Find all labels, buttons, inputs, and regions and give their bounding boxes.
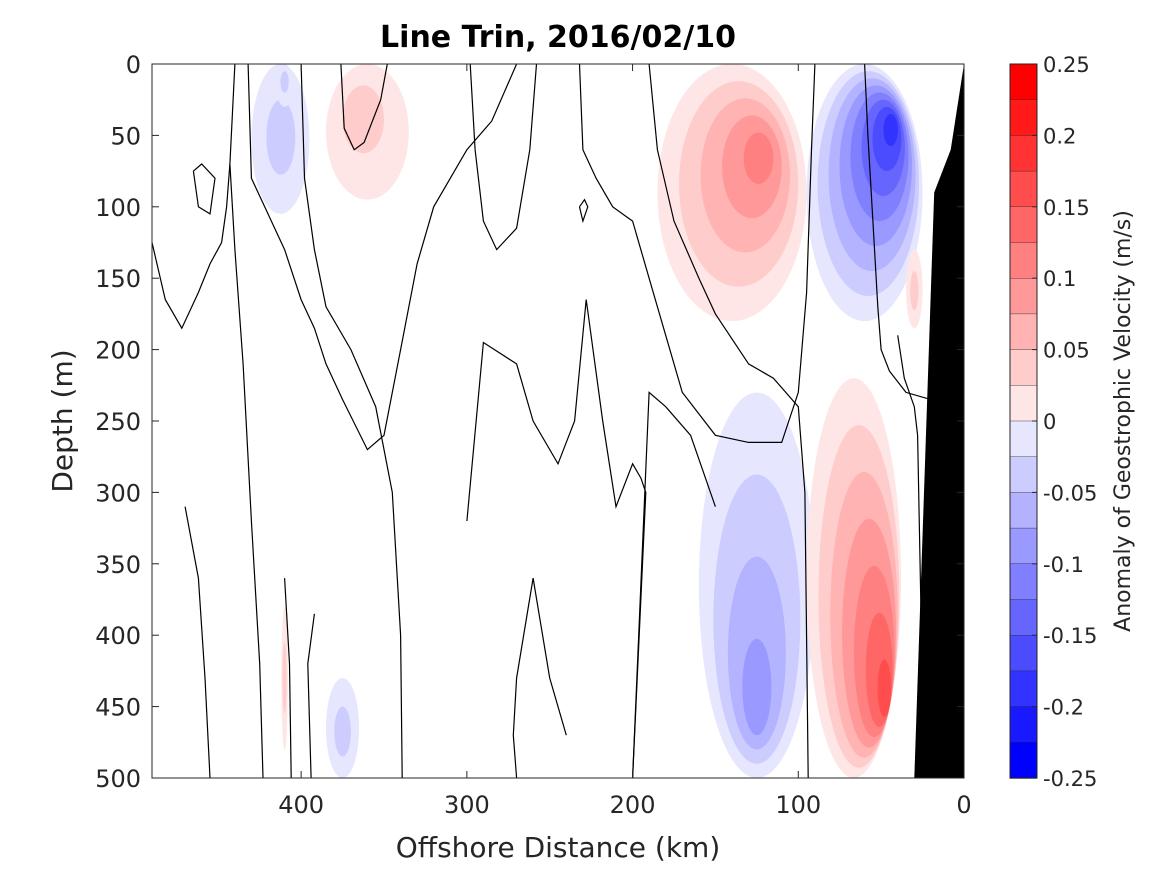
- zero-contour-line: [300, 64, 403, 778]
- colorbar-block: [1009, 420, 1038, 458]
- x-tick-label: 100: [775, 791, 821, 819]
- anomaly-band: [266, 99, 296, 175]
- y-axis-label: Depth (m): [46, 349, 79, 492]
- x-axis-label: Offshore Distance (km): [396, 831, 721, 864]
- zero-contour-line: [229, 163, 264, 778]
- bathymetry: [914, 64, 964, 778]
- y-tick-label: 100: [95, 194, 141, 222]
- x-tick-label: 400: [278, 791, 324, 819]
- y-tick-label: 250: [95, 408, 141, 436]
- zero-contour-line: [578, 198, 589, 224]
- y-tick-label: 150: [95, 265, 141, 293]
- colorbar-block: [1009, 635, 1038, 672]
- zero-contour-line: [152, 64, 236, 330]
- colorbar-label: Anomaly of Geostrophic Velocity (m/s): [1111, 210, 1136, 632]
- colorbar: 0.25 0.2 0.15 0.1 0.05 0 -0.05 -0.1 -0.15 -0.2 -0.…: [1009, 53, 1136, 791]
- colorbar-tick-label: 0.25: [1043, 53, 1090, 77]
- colorbar-block: [1009, 456, 1038, 494]
- zero-contour-line: [512, 578, 567, 778]
- zero-contour-line: [864, 64, 932, 401]
- colorbar-tick-label: 0.1: [1043, 267, 1076, 291]
- colorbar-block: [1009, 385, 1038, 422]
- positive-anomaly-3: [806, 378, 902, 778]
- colorbar-block: [1009, 670, 1038, 708]
- zero-contour-line: [307, 613, 315, 778]
- zero-contour-line: [897, 335, 925, 778]
- zero-contour-line: [247, 64, 518, 451]
- y-tick-label: 500: [95, 765, 141, 793]
- colorbar-block: [1009, 527, 1038, 565]
- y-tick-label: 350: [95, 551, 141, 579]
- positive-anomaly-1: [657, 64, 807, 322]
- anomaly-band: [877, 659, 892, 717]
- x-tick-label: 300: [444, 791, 490, 819]
- y-tick-label: 50: [110, 122, 141, 150]
- chart-title: Line Trin, 2016/02/10: [380, 20, 736, 55]
- zero-contour-line: [466, 299, 647, 778]
- negative-anomaly-8: [326, 678, 360, 778]
- negative-anomaly-6: [276, 64, 293, 107]
- positive-anomaly-7: [281, 606, 288, 750]
- colorbar-block: [1009, 313, 1038, 351]
- colorbar-block: [1009, 170, 1038, 208]
- anomaly-band: [342, 85, 384, 154]
- anomaly-band: [883, 113, 898, 147]
- y-tick-label: 400: [95, 622, 141, 650]
- colorbar-tick-label: 0: [1043, 410, 1056, 434]
- anomaly-band: [282, 642, 287, 714]
- x-tick-label: 200: [610, 791, 656, 819]
- zero-contour-line: [469, 64, 538, 251]
- anomaly-band: [742, 638, 772, 736]
- anomaly-band: [334, 706, 351, 757]
- colorbar-block: [1009, 742, 1038, 779]
- negative-anomaly-4: [251, 64, 310, 214]
- colorbar-block: [1009, 706, 1038, 743]
- zero-contour-line: [192, 163, 216, 215]
- colorbar-block: [1009, 599, 1038, 636]
- colorbar-block: [1009, 242, 1038, 279]
- zero-contour-line: [184, 506, 211, 778]
- positive-anomaly-5: [326, 64, 409, 200]
- colorbar-block: [1009, 349, 1038, 387]
- colorbar-block: [1009, 278, 1038, 315]
- y-tick-label: 300: [95, 479, 141, 507]
- y-tick-label: 0: [126, 51, 141, 79]
- plot-area: [151, 63, 965, 779]
- y-tick-label: 450: [95, 694, 141, 722]
- zero-contour-line: [284, 578, 292, 778]
- colorbar-tick-label: -0.2: [1043, 696, 1084, 720]
- zero-contour-line: [648, 64, 809, 778]
- x-tick-label: 0: [956, 791, 971, 819]
- colorbar-block: [1009, 99, 1038, 137]
- anomaly-band: [743, 132, 774, 184]
- positive-anomaly-9: [906, 249, 923, 329]
- colorbar-tick-label: 0.15: [1043, 196, 1090, 220]
- zero-contour-line: [578, 64, 816, 443]
- negative-anomaly-0: [806, 64, 923, 322]
- colorbar-tick-label: 0.05: [1043, 339, 1090, 363]
- anomaly-band: [910, 271, 919, 311]
- zero-contour-line: [340, 64, 388, 151]
- colorbar-block: [1009, 135, 1038, 172]
- y-tick-label: 200: [95, 337, 141, 365]
- colorbar-tick-label: -0.15: [1043, 624, 1097, 648]
- colorbar-tick-label: -0.25: [1043, 767, 1097, 791]
- colorbar-block: [1009, 63, 1038, 101]
- colorbar-block: [1009, 206, 1038, 244]
- colorbar-tick-label: -0.1: [1043, 553, 1084, 577]
- colorbar-tick-label: 0.2: [1043, 124, 1076, 148]
- colorbar-tick-label: -0.05: [1043, 481, 1097, 505]
- negative-anomaly-2: [698, 392, 815, 778]
- anomaly-band: [280, 71, 289, 93]
- colorbar-block: [1009, 492, 1038, 529]
- zero-contour-line: [632, 391, 716, 778]
- colorbar-block: [1009, 563, 1038, 601]
